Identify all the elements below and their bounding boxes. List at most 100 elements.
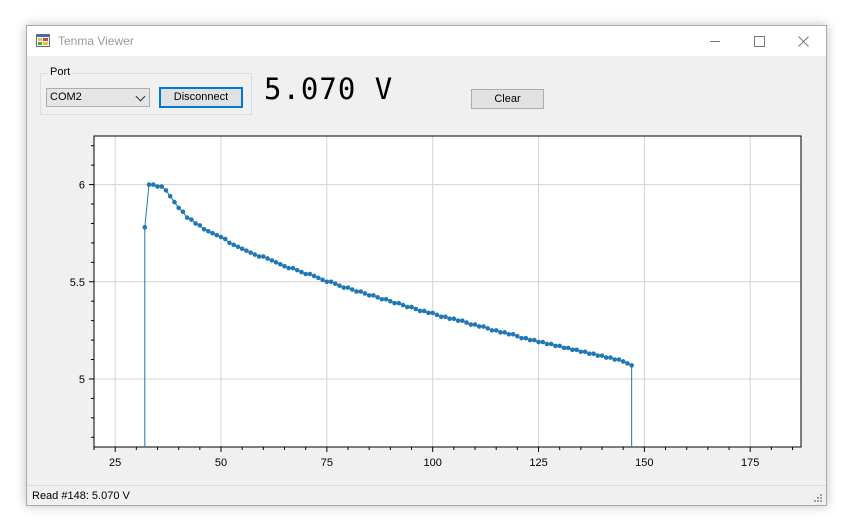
data-point xyxy=(337,283,342,288)
data-point xyxy=(400,302,406,308)
data-point xyxy=(244,248,249,253)
data-point xyxy=(193,221,198,226)
data-point xyxy=(426,310,431,316)
data-point xyxy=(392,300,397,306)
data-point xyxy=(620,359,626,364)
data-point xyxy=(155,184,160,189)
close-icon xyxy=(797,35,809,47)
data-point xyxy=(354,289,359,294)
data-point xyxy=(256,254,262,259)
y-tick-label: 5.5 xyxy=(70,277,85,289)
data-point xyxy=(341,285,347,290)
window-title: Tenma Viewer xyxy=(58,34,134,48)
maximize-button[interactable] xyxy=(737,26,781,56)
x-tick-label: 75 xyxy=(321,457,333,469)
data-point xyxy=(548,341,554,347)
maximize-icon xyxy=(753,35,765,47)
data-point xyxy=(358,289,364,294)
data-point xyxy=(388,298,393,304)
data-point xyxy=(502,330,507,335)
x-tick-label: 175 xyxy=(741,457,759,469)
data-point xyxy=(299,269,304,275)
data-point xyxy=(599,353,605,358)
data-point xyxy=(570,347,575,353)
data-point xyxy=(460,318,465,323)
data-point xyxy=(248,250,253,255)
data-point xyxy=(396,300,402,306)
port-group-label: Port xyxy=(48,66,73,78)
app-window: Tenma Viewer Port COM2 Disconnect 5.070 … xyxy=(26,25,827,506)
data-point xyxy=(375,295,380,300)
data-point xyxy=(481,324,486,329)
data-point xyxy=(498,330,503,335)
data-point xyxy=(536,339,541,345)
x-tick-label: 100 xyxy=(424,457,442,469)
data-point xyxy=(167,193,173,199)
close-button[interactable] xyxy=(781,26,825,56)
data-point xyxy=(476,324,482,329)
data-point xyxy=(574,347,579,353)
data-point xyxy=(409,304,414,310)
data-point xyxy=(210,230,215,236)
data-point xyxy=(239,246,245,252)
data-point xyxy=(379,296,385,302)
data-point xyxy=(150,182,156,187)
clear-button[interactable]: Clear xyxy=(471,89,544,109)
data-point xyxy=(519,335,524,341)
data-point xyxy=(252,252,258,257)
data-point xyxy=(523,335,529,341)
data-point xyxy=(290,265,296,271)
minimize-icon xyxy=(710,40,720,42)
data-point xyxy=(206,228,211,234)
data-point xyxy=(307,271,313,277)
x-tick-label: 50 xyxy=(215,457,227,469)
data-point xyxy=(582,349,588,355)
data-point xyxy=(455,318,461,323)
resize-grip-icon[interactable] xyxy=(813,493,823,503)
data-point xyxy=(464,320,469,325)
data-point xyxy=(612,357,618,362)
data-point xyxy=(557,343,562,349)
data-point xyxy=(515,333,520,339)
series-line xyxy=(144,184,633,447)
data-point xyxy=(591,351,596,357)
data-point xyxy=(328,279,334,285)
data-point xyxy=(468,322,474,327)
data-point xyxy=(303,271,308,277)
data-point xyxy=(235,244,241,250)
data-point xyxy=(345,285,351,290)
data-point xyxy=(142,225,148,230)
data-point xyxy=(451,316,457,322)
data-point xyxy=(489,328,495,333)
data-point xyxy=(197,223,203,228)
app-window-icon xyxy=(36,34,50,47)
data-point xyxy=(163,188,169,193)
data-point xyxy=(625,361,630,366)
data-point xyxy=(565,345,571,351)
data-point xyxy=(472,322,478,327)
data-point xyxy=(231,242,237,248)
data-point xyxy=(540,339,546,345)
data-point xyxy=(417,308,423,314)
data-point xyxy=(485,326,491,331)
data-point xyxy=(218,234,224,240)
y-tick-label: 6 xyxy=(79,180,85,192)
title-bar[interactable]: Tenma Viewer xyxy=(27,26,826,56)
minimize-button[interactable] xyxy=(693,26,737,56)
data-point xyxy=(587,351,592,357)
data-point xyxy=(595,353,601,358)
data-point xyxy=(383,296,389,302)
data-point xyxy=(608,355,613,360)
data-point xyxy=(320,277,325,283)
data-point xyxy=(362,291,368,296)
voltage-reading: 5.070 V xyxy=(264,72,394,106)
data-point xyxy=(434,312,440,318)
port-select[interactable]: COM2 xyxy=(46,88,150,107)
data-point xyxy=(333,281,338,287)
data-point xyxy=(214,232,220,238)
disconnect-button[interactable]: Disconnect xyxy=(159,87,243,108)
data-point xyxy=(430,310,435,316)
data-point xyxy=(184,215,190,220)
data-point xyxy=(629,363,634,368)
data-point xyxy=(261,254,266,259)
